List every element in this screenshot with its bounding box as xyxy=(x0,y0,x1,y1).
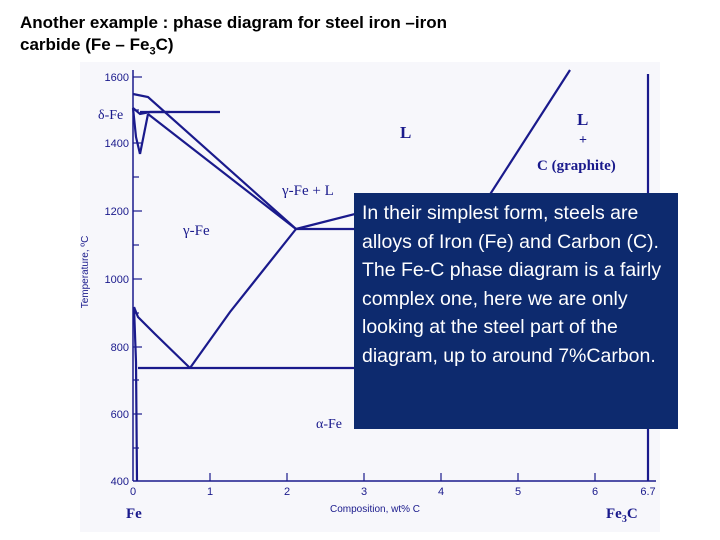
title-line-2-suffix: C) xyxy=(155,35,174,54)
liquidus-left xyxy=(132,92,297,230)
x-tick-label: 1 xyxy=(207,486,213,498)
fe3c-fe: Fe xyxy=(606,506,622,522)
y-axis-label: Temperature, ºC xyxy=(80,236,91,309)
title-line-2: carbide (Fe – Fe3C) xyxy=(20,34,580,62)
y-ticks xyxy=(133,76,142,449)
x-tick-label: 3 xyxy=(361,486,367,498)
alpha-solvus xyxy=(132,306,139,482)
x-tick-label: 0 xyxy=(130,486,136,498)
title-line-2-prefix: carbide (Fe – Fe xyxy=(20,35,150,54)
x-tick-label: 4 xyxy=(438,486,444,498)
region-alpha-fe: α-Fe xyxy=(316,417,342,432)
region-gamma-plus-l: γ-Fe + L xyxy=(281,183,334,199)
y-tick-label: 1000 xyxy=(105,274,129,286)
region-l-graphite-l: L xyxy=(577,110,588,129)
title-subscript: 3 xyxy=(149,45,156,58)
x-tick-label: 6.7 xyxy=(640,486,655,498)
delta-peritectic xyxy=(138,113,150,155)
region-l-graphite-c: C (graphite) xyxy=(537,158,616,174)
x-tick-label: 2 xyxy=(284,486,290,498)
y-tick-label: 1600 xyxy=(105,72,129,84)
explanation-overlay: In their simplest form, steels are alloy… xyxy=(354,193,678,429)
region-l-graphite-plus: + xyxy=(579,133,587,148)
x-ticks xyxy=(209,473,649,481)
phase-diagram-svg: 1600 1400 1200 1000 800 600 400 0 1 2 3 … xyxy=(80,69,656,525)
fe3c-sub: 3 xyxy=(622,514,627,525)
y-tick-label: 600 xyxy=(111,409,129,421)
fe3c-c: C xyxy=(627,506,638,522)
x-axis-label: Composition, wt% C xyxy=(330,504,420,515)
fe-component-label: Fe xyxy=(126,506,142,522)
solidus xyxy=(147,113,297,230)
x-tick-label: 6 xyxy=(592,486,598,498)
title-line-1: Another example : phase diagram for stee… xyxy=(20,13,447,32)
x-tick-label: 5 xyxy=(515,486,521,498)
fe3c-component-label: Fe3C xyxy=(606,506,638,525)
y-tick-label: 1400 xyxy=(105,138,129,150)
region-delta-fe: δ-Fe xyxy=(98,108,123,123)
acm-line xyxy=(189,228,297,369)
delta-solvus xyxy=(131,107,142,155)
slide-title: Another example : phase diagram for stee… xyxy=(20,12,580,62)
graphite-liquidus xyxy=(479,69,571,211)
region-liquid: L xyxy=(400,123,411,142)
y-tick-label: 800 xyxy=(111,342,129,354)
a3-line xyxy=(132,306,191,369)
region-gamma-fe: γ-Fe xyxy=(182,223,210,239)
y-tick-label: 400 xyxy=(111,476,129,488)
y-tick-label: 1200 xyxy=(105,206,129,218)
